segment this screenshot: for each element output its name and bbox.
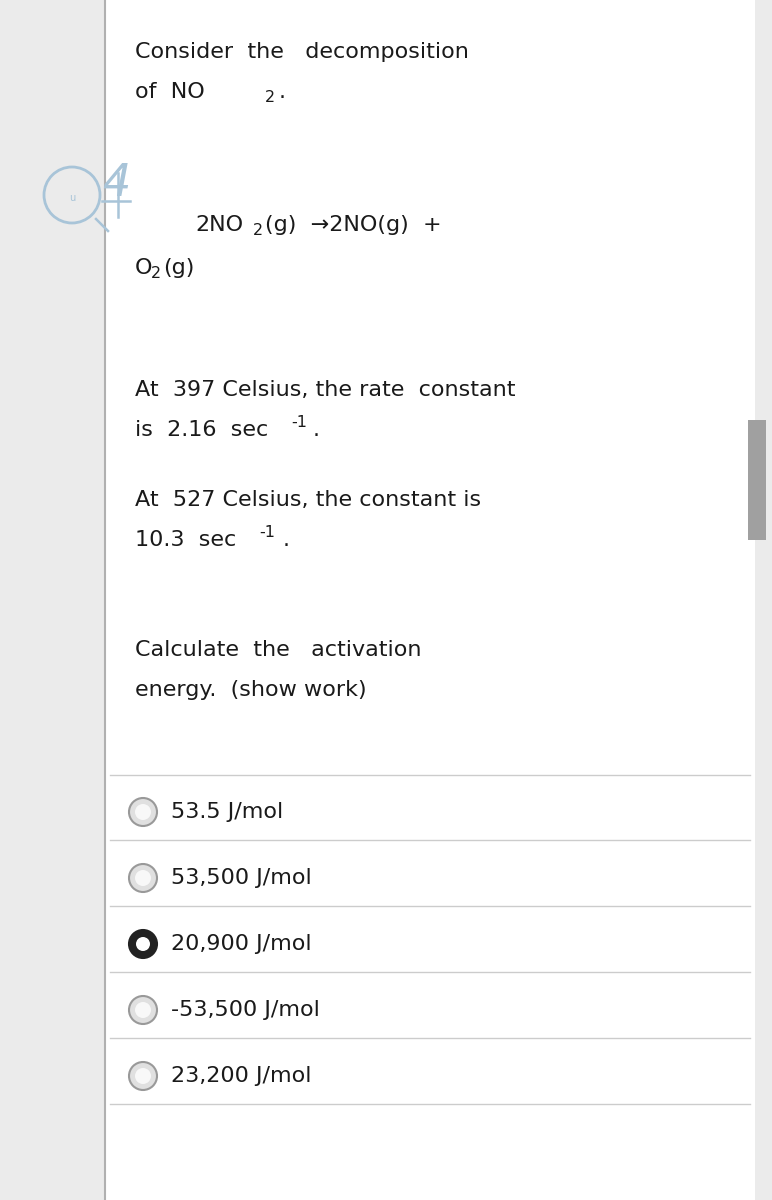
Bar: [748, 420, 766, 540]
Text: 4: 4: [102, 162, 130, 204]
Text: At  527 Celsius, the constant is: At 527 Celsius, the constant is: [135, 490, 481, 510]
Circle shape: [129, 930, 157, 958]
Text: .: .: [279, 82, 286, 102]
Circle shape: [129, 864, 157, 892]
Circle shape: [129, 996, 157, 1024]
Text: .: .: [313, 420, 320, 440]
Circle shape: [129, 1062, 157, 1090]
Text: O: O: [135, 258, 153, 278]
Text: 20,900 J/mol: 20,900 J/mol: [171, 934, 312, 954]
Text: (g): (g): [163, 258, 195, 278]
Circle shape: [136, 937, 150, 950]
Text: -1: -1: [291, 415, 307, 430]
Text: 2NO: 2NO: [195, 215, 243, 235]
Text: (g)  →2NO(g)  +: (g) →2NO(g) +: [265, 215, 442, 235]
Text: energy.  (show work): energy. (show work): [135, 680, 367, 700]
Circle shape: [135, 1068, 151, 1084]
Text: of  NO: of NO: [135, 82, 205, 102]
Circle shape: [135, 870, 151, 886]
Text: -1: -1: [259, 526, 275, 540]
Circle shape: [135, 804, 151, 820]
Text: 10.3  sec: 10.3 sec: [135, 530, 236, 550]
Text: u: u: [69, 193, 75, 203]
Text: Consider  the   decomposition: Consider the decomposition: [135, 42, 469, 62]
Circle shape: [135, 1002, 151, 1018]
Text: Calculate  the   activation: Calculate the activation: [135, 640, 422, 660]
Text: is  2.16  sec: is 2.16 sec: [135, 420, 268, 440]
Text: .: .: [283, 530, 290, 550]
Circle shape: [129, 798, 157, 826]
Text: -53,500 J/mol: -53,500 J/mol: [171, 1000, 320, 1020]
Text: 53,500 J/mol: 53,500 J/mol: [171, 868, 312, 888]
Bar: [105, 0, 755, 1200]
Text: 53.5 J/mol: 53.5 J/mol: [171, 802, 283, 822]
Text: 2: 2: [151, 266, 161, 281]
Text: 23,200 J/mol: 23,200 J/mol: [171, 1066, 311, 1086]
Text: 2: 2: [253, 223, 263, 238]
Text: 2: 2: [265, 90, 275, 104]
Text: At  397 Celsius, the rate  constant: At 397 Celsius, the rate constant: [135, 380, 516, 400]
